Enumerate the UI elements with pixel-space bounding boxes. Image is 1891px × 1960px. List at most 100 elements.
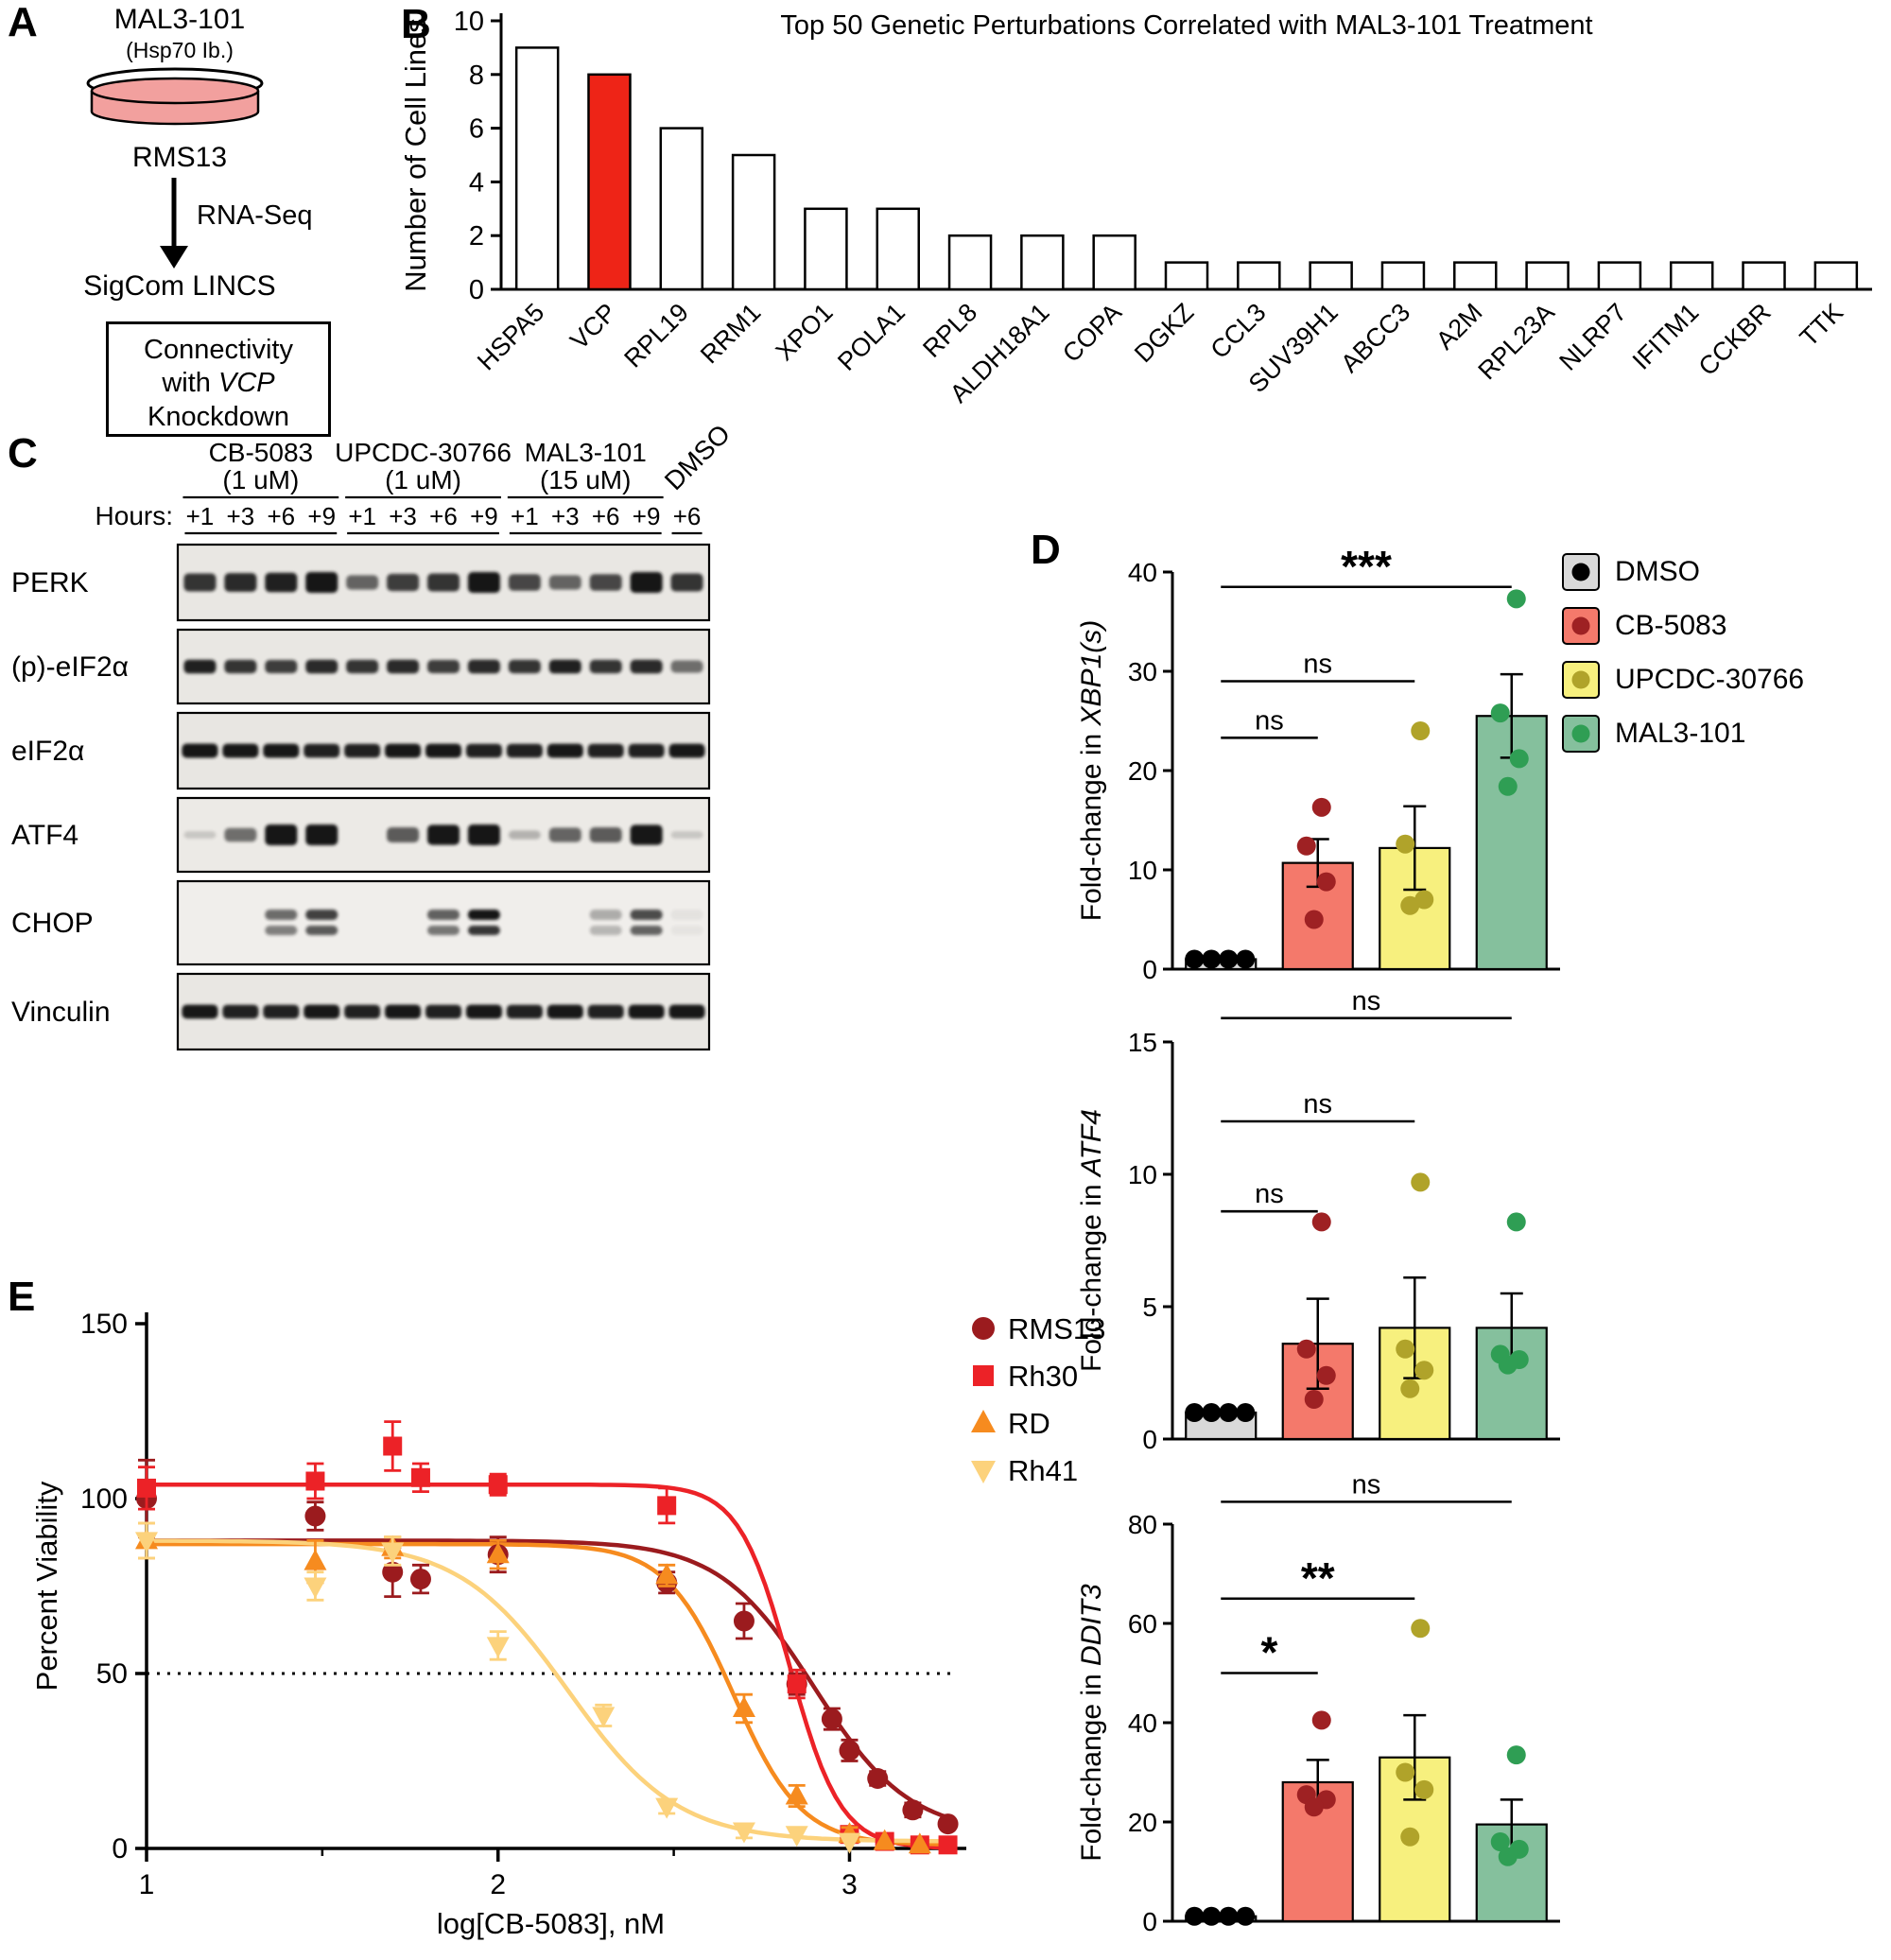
compound-name: MAL3-101 bbox=[113, 4, 246, 35]
point-Rh41 bbox=[486, 1637, 510, 1658]
point-Rh30 bbox=[938, 1835, 958, 1855]
blot-label-PERK: PERK bbox=[11, 567, 89, 598]
legend-swatch-DMSO bbox=[1562, 553, 1600, 591]
hour-value: +9 bbox=[633, 502, 661, 530]
sig-ns: ns bbox=[1255, 705, 1284, 736]
ytick: 20 bbox=[1128, 756, 1157, 786]
legend-row-DMSO: DMSO bbox=[1562, 553, 1804, 591]
point-Rh41 bbox=[732, 1822, 755, 1844]
hour-value: +3 bbox=[227, 502, 255, 530]
hour-value: +1 bbox=[186, 502, 215, 530]
xtick-DGKZ: DGKZ bbox=[1129, 298, 1199, 368]
panelE-xlabel: log[CB-5083], nM bbox=[437, 1907, 665, 1940]
ytick: 5 bbox=[1142, 1292, 1157, 1322]
xtick-CCL3: CCL3 bbox=[1206, 298, 1272, 364]
point-Rh41 bbox=[381, 1542, 405, 1564]
ytick: 15 bbox=[1128, 1028, 1157, 1057]
box-line2: with bbox=[162, 368, 218, 399]
xtick-COPA: COPA bbox=[1057, 298, 1127, 368]
group-dose-CB-5083: (1 uM) bbox=[222, 465, 299, 494]
point-RMS13 bbox=[839, 1740, 860, 1761]
bar-SUV39H1 bbox=[1309, 261, 1353, 291]
point-RMS13 bbox=[382, 1561, 404, 1583]
point-Rh30 bbox=[410, 1467, 430, 1487]
ytick: 20 bbox=[1128, 1808, 1157, 1837]
panel-d-label: D bbox=[1031, 527, 1061, 573]
bar-COPA bbox=[1092, 234, 1136, 291]
point-UPCDC-30766 bbox=[1396, 834, 1415, 854]
blot-label-Vinculin: Vinculin bbox=[11, 997, 111, 1028]
legend-label-RD: RD bbox=[1008, 1407, 1050, 1440]
point-CB-5083 bbox=[1296, 836, 1316, 856]
xtick-CCKBR: CCKBR bbox=[1693, 298, 1777, 381]
panel-e-dose-response: 0 50 100 150 1 2 3 log[CB-5083], nM Percent Viab… bbox=[30, 1309, 1105, 1940]
point-UPCDC-30766 bbox=[1414, 1779, 1434, 1799]
curve-RMS13 bbox=[147, 1538, 949, 1820]
panelB-ytick: 8 bbox=[469, 61, 484, 91]
panelB-ytick: 10 bbox=[454, 7, 484, 37]
blot-CHOP bbox=[176, 879, 711, 966]
curve-Rh41 bbox=[146, 1538, 948, 1844]
sig-ns: ns bbox=[1303, 650, 1332, 680]
hour-value: +9 bbox=[470, 502, 498, 530]
bar-VCP bbox=[587, 73, 632, 291]
panelE-ylabel: Percent Viability bbox=[30, 1481, 63, 1691]
panel-a: MAL3-101 (Hsp70 Ib.) RMS13 RNA-Seq SigCo… bbox=[0, 0, 397, 454]
sig-ns: ns bbox=[1352, 1469, 1381, 1500]
hours-label: Hours: bbox=[95, 501, 173, 530]
ytick: 0 bbox=[1142, 1907, 1157, 1936]
panelB-title: Top 50 Genetic Perturbations Correlated … bbox=[780, 10, 1592, 41]
point-CB-5083 bbox=[1311, 797, 1331, 817]
compound-subtitle: (Hsp70 Ib.) bbox=[126, 38, 234, 62]
xtick-IFITM1: IFITM1 bbox=[1627, 298, 1705, 375]
point-Rh30 bbox=[657, 1496, 677, 1516]
legend-swatch-MAL3-101 bbox=[1562, 715, 1600, 753]
hour-value: +3 bbox=[389, 502, 417, 530]
sig-***: *** bbox=[1341, 542, 1392, 591]
point-UPCDC-30766 bbox=[1411, 721, 1431, 740]
point-UPCDC-30766 bbox=[1396, 1762, 1415, 1782]
point-DMSO bbox=[1236, 1403, 1256, 1422]
ytick: 80 bbox=[1128, 1510, 1157, 1539]
bar-A2M bbox=[1453, 261, 1498, 291]
point-DMSO bbox=[1219, 949, 1239, 969]
legend-marker-RMS13 bbox=[972, 1317, 995, 1340]
point-Rh41 bbox=[655, 1797, 679, 1819]
legend-marker-Rh41 bbox=[971, 1461, 996, 1483]
sig-ns: ns bbox=[1352, 986, 1381, 1016]
bar-RPL23A bbox=[1525, 261, 1570, 291]
ytick: 0 bbox=[1142, 1425, 1157, 1454]
hour-value: +6 bbox=[673, 502, 702, 530]
point-UPCDC-30766 bbox=[1400, 1827, 1420, 1847]
bar-HSPA5 bbox=[514, 46, 560, 291]
xtick-POLA1: POLA1 bbox=[832, 298, 911, 376]
panel-d-legend: DMSO CB-5083 UPCDC-30766 MAL3-101 bbox=[1562, 553, 1804, 753]
ytick: 10 bbox=[1128, 1160, 1157, 1189]
panelE-ytick: 50 bbox=[96, 1658, 128, 1690]
workflow-arrow-icon bbox=[160, 178, 188, 269]
group-UPCDC-30766: UPCDC-30766 bbox=[335, 438, 512, 467]
point-CB-5083 bbox=[1304, 1797, 1324, 1817]
database-label: SigCom LINCS bbox=[83, 270, 276, 302]
panelB-ytick: 4 bbox=[469, 167, 484, 198]
hour-value: +6 bbox=[429, 502, 458, 530]
legend-marker-Rh30 bbox=[973, 1365, 994, 1386]
legend-dot-icon bbox=[1571, 670, 1590, 689]
panel-e-label: E bbox=[8, 1274, 36, 1320]
bar-RPL19 bbox=[659, 127, 704, 291]
xtick-VCP: VCP bbox=[564, 298, 621, 355]
point-Rh41 bbox=[592, 1707, 616, 1728]
point-MAL3-101 bbox=[1506, 1212, 1526, 1232]
bar-NLRP7 bbox=[1597, 261, 1642, 291]
panel-c-western-blots: CB-5083(1 uM)UPCDC-30766(1 uM)MAL3-101(1… bbox=[11, 419, 736, 1051]
point-Rh30 bbox=[787, 1674, 807, 1694]
point-DMSO bbox=[1185, 1403, 1205, 1422]
point-RMS13 bbox=[304, 1505, 326, 1527]
ytick: 0 bbox=[1142, 955, 1157, 984]
point-CB-5083 bbox=[1304, 910, 1324, 929]
point-RD bbox=[486, 1542, 510, 1564]
panelE-ytick: 150 bbox=[80, 1309, 128, 1340]
hour-value: +6 bbox=[267, 502, 295, 530]
petri-dish-icon bbox=[86, 67, 264, 126]
point-DMSO bbox=[1236, 1906, 1256, 1926]
